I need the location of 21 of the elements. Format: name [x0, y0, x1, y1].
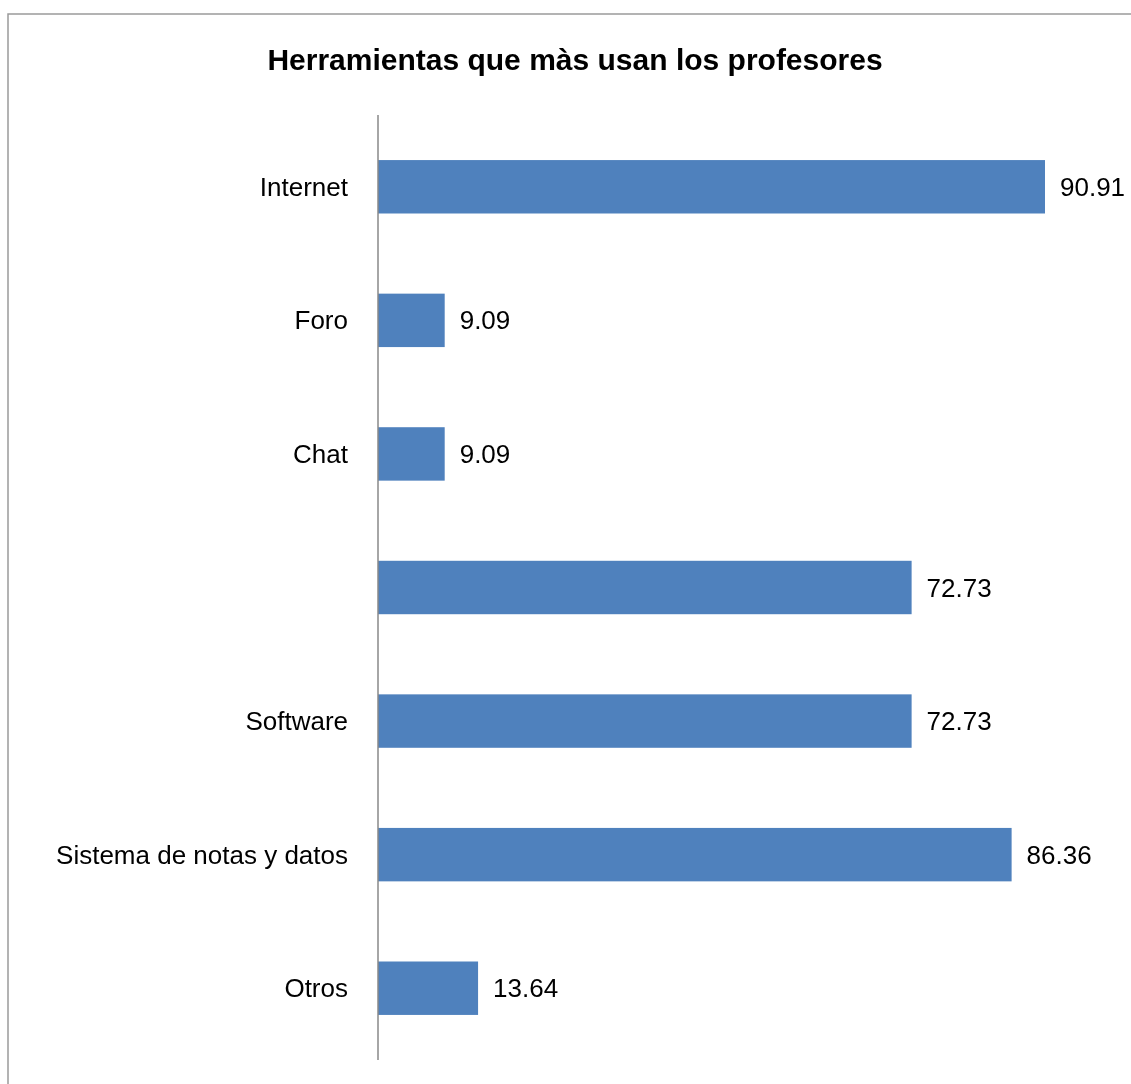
bar [378, 694, 912, 748]
data-label: 9.09 [459, 305, 511, 336]
bar [378, 560, 912, 615]
data-label: 13.64 [493, 973, 559, 1004]
y-tick-label: Chat [293, 439, 349, 470]
bar [378, 427, 445, 481]
data-label: 9.09 [459, 439, 511, 470]
bar [378, 293, 445, 348]
y-tick-label: Internet [259, 171, 349, 202]
bar [378, 961, 479, 1015]
bar [378, 827, 1012, 882]
y-tick-label: Foro [294, 305, 348, 336]
bar [378, 160, 1045, 214]
chart-title: Herramientas que màs usan los profesores [267, 43, 883, 76]
y-tick-label: Otros [284, 973, 348, 1004]
y-tick-label: Sistema de notas y datos [56, 839, 348, 870]
data-label: 90.91 [1060, 171, 1126, 202]
data-label: 86.36 [1026, 839, 1092, 870]
y-tick-label: Software [245, 706, 348, 737]
data-label: 72.73 [926, 572, 992, 603]
data-label: 72.73 [926, 706, 992, 737]
